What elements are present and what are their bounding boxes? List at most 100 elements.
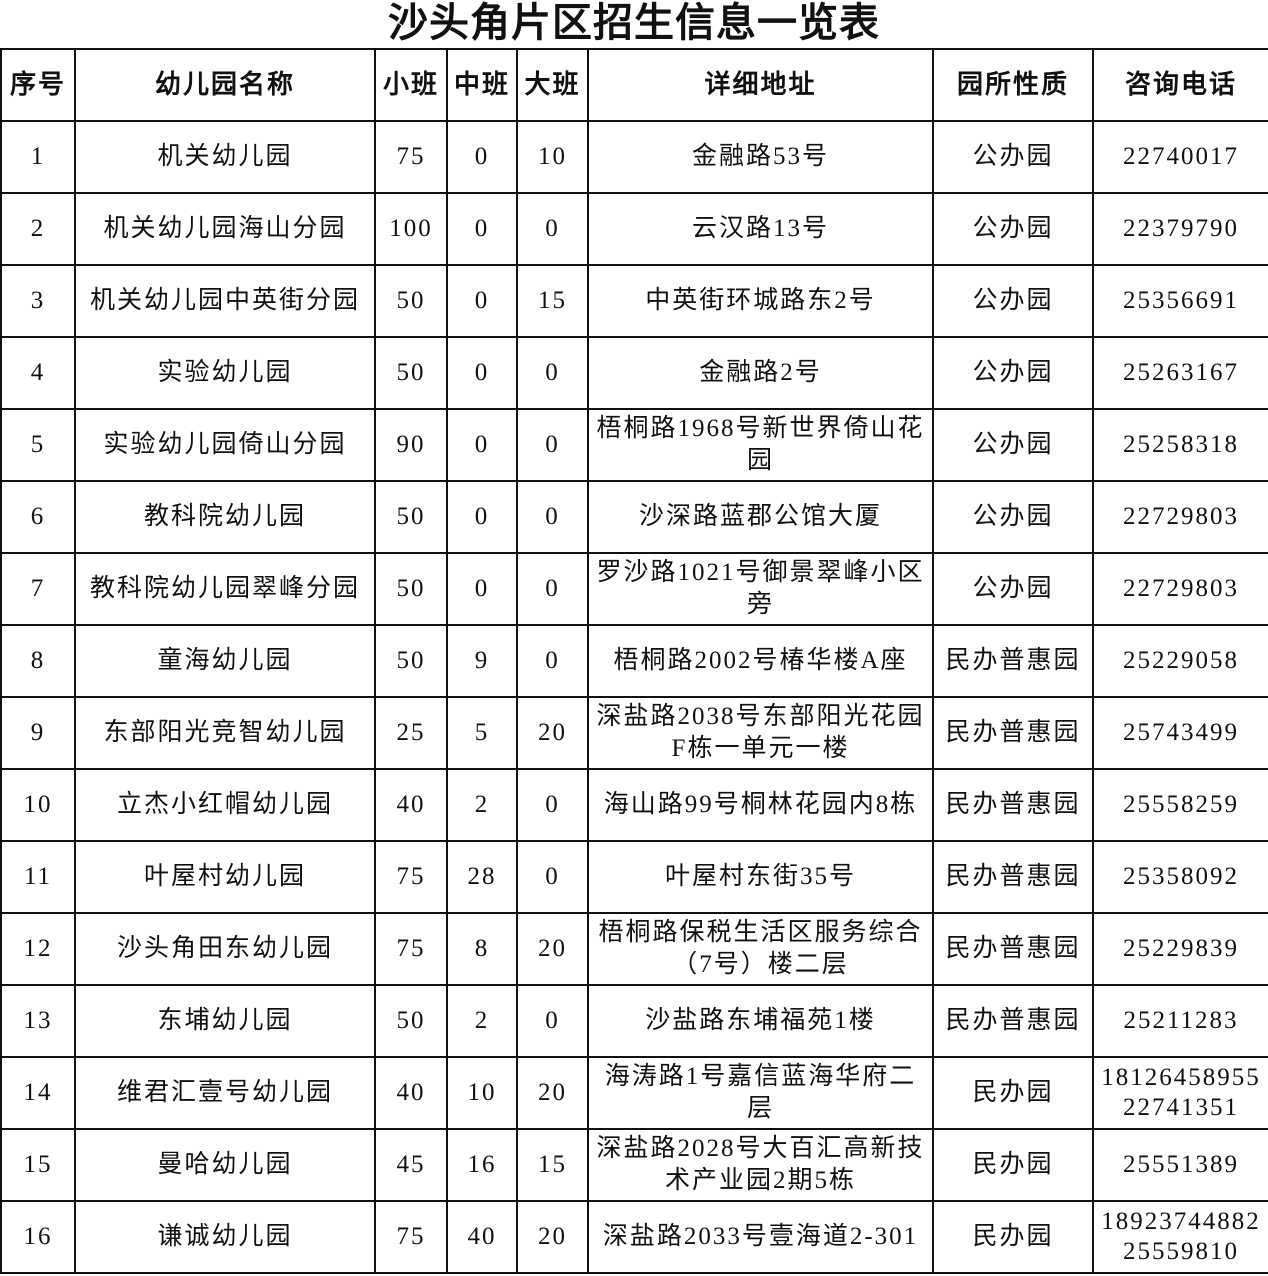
cell-middle: 2 (446, 984, 518, 1058)
cell-phone: 18923744882 25559810 (1092, 1200, 1268, 1274)
cell-name: 东部阳光竞智幼儿园 (74, 696, 376, 770)
phone-number: 25229058 (1123, 647, 1239, 674)
cell-type: 民办普惠园 (932, 984, 1094, 1058)
table-row: 13 东埔幼儿园 50 2 0 沙盐路东埔福苑1楼 民办普惠园 25211283 (0, 984, 1268, 1058)
cell-type: 民办园 (932, 1128, 1094, 1202)
table-row: 16 谦诚幼儿园 75 40 20 深盐路2033号壹海道2-301 民办园 18923744… (0, 1200, 1268, 1274)
cell-type: 民办园 (932, 1200, 1094, 1274)
cell-small: 75 (374, 840, 448, 914)
table-row: 5 实验幼儿园倚山分园 90 0 0 梧桐路1968号新世界倚山花园 公办园 25258318 (0, 408, 1268, 482)
table-row: 4 实验幼儿园 50 0 0 金融路2号 公办园 25263167 (0, 336, 1268, 410)
cell-middle: 28 (446, 840, 518, 914)
phone-number: 25551389 (1123, 1151, 1239, 1178)
phone-number: 18923744882 (1101, 1208, 1261, 1235)
cell-type: 民办普惠园 (932, 624, 1094, 698)
cell-phone: 25258318 (1092, 408, 1268, 482)
cell-no: 13 (0, 984, 76, 1058)
cell-address: 海山路99号桐林花园内8栋 (587, 768, 934, 842)
header-row: 序号 幼儿园名称 小班 中班 大班 详细地址 园所性质 咨询电话 (0, 48, 1268, 122)
cell-large: 0 (516, 768, 589, 842)
column-header-middle: 中班 (446, 48, 518, 122)
cell-large: 0 (516, 984, 589, 1058)
phone-number: 18126458955 (1101, 1064, 1261, 1091)
cell-address: 深盐路2033号壹海道2-301 (587, 1200, 934, 1274)
table-row: 11 叶屋村幼儿园 75 28 0 叶屋村东街35号 民办普惠园 25358092 (0, 840, 1268, 914)
column-header-phone: 咨询电话 (1092, 48, 1268, 122)
cell-address: 云汉路13号 (587, 192, 934, 266)
cell-middle: 0 (446, 192, 518, 266)
cell-small: 75 (374, 120, 448, 194)
table-row: 9 东部阳光竞智幼儿园 25 5 20 深盐路2038号东部阳光花园F栋一单元一楼 民办普惠… (0, 696, 1268, 770)
cell-no: 4 (0, 336, 76, 410)
cell-small: 40 (374, 768, 448, 842)
phone-number: 22741351 (1123, 1094, 1239, 1121)
cell-phone: 22729803 (1092, 480, 1268, 554)
cell-small: 40 (374, 1056, 448, 1130)
table-row: 6 教科院幼儿园 50 0 0 沙深路蓝郡公馆大厦 公办园 22729803 (0, 480, 1268, 554)
phone-number: 25559810 (1123, 1238, 1239, 1265)
cell-name: 谦诚幼儿园 (74, 1200, 376, 1274)
cell-phone: 25358092 (1092, 840, 1268, 914)
cell-address: 罗沙路1021号御景翠峰小区旁 (587, 552, 934, 626)
cell-small: 75 (374, 1200, 448, 1274)
phone-number: 25743499 (1123, 719, 1239, 746)
table-row: 12 沙头角田东幼儿园 75 8 20 梧桐路保税生活区服务综合（7号）楼二层 民办普惠园 2… (0, 912, 1268, 986)
cell-type: 公办园 (932, 336, 1094, 410)
cell-middle: 0 (446, 336, 518, 410)
column-header-address: 详细地址 (587, 48, 934, 122)
cell-type: 公办园 (932, 192, 1094, 266)
cell-phone: 22379790 (1092, 192, 1268, 266)
cell-small: 25 (374, 696, 448, 770)
table-row: 8 童海幼儿园 50 9 0 梧桐路2002号椿华楼A座 民办普惠园 25229058 (0, 624, 1268, 698)
cell-no: 16 (0, 1200, 76, 1274)
page-title: 沙头角片区招生信息一览表 (388, 0, 880, 45)
cell-name: 机关幼儿园海山分园 (74, 192, 376, 266)
phone-number: 22729803 (1123, 503, 1239, 530)
phone-number: 22729803 (1123, 575, 1239, 602)
cell-phone: 25558259 (1092, 768, 1268, 842)
cell-no: 11 (0, 840, 76, 914)
cell-middle: 0 (446, 120, 518, 194)
cell-name: 沙头角田东幼儿园 (74, 912, 376, 986)
cell-phone: 22729803 (1092, 552, 1268, 626)
cell-large: 15 (516, 264, 589, 338)
cell-address: 叶屋村东街35号 (587, 840, 934, 914)
cell-type: 公办园 (932, 408, 1094, 482)
cell-small: 90 (374, 408, 448, 482)
cell-type: 民办普惠园 (932, 912, 1094, 986)
cell-middle: 10 (446, 1056, 518, 1130)
cell-address: 沙盐路东埔福苑1楼 (587, 984, 934, 1058)
cell-no: 9 (0, 696, 76, 770)
cell-address: 梧桐路1968号新世界倚山花园 (587, 408, 934, 482)
cell-type: 公办园 (932, 552, 1094, 626)
cell-large: 0 (516, 480, 589, 554)
cell-address: 深盐路2038号东部阳光花园F栋一单元一楼 (587, 696, 934, 770)
cell-phone: 25229839 (1092, 912, 1268, 986)
cell-large: 0 (516, 192, 589, 266)
cell-middle: 0 (446, 264, 518, 338)
cell-small: 50 (374, 624, 448, 698)
cell-middle: 9 (446, 624, 518, 698)
table-row: 1 机关幼儿园 75 0 10 金融路53号 公办园 22740017 (0, 120, 1268, 194)
cell-type: 民办普惠园 (932, 768, 1094, 842)
cell-type: 公办园 (932, 120, 1094, 194)
cell-name: 维君汇壹号幼儿园 (74, 1056, 376, 1130)
phone-number: 25558259 (1123, 791, 1239, 818)
cell-small: 100 (374, 192, 448, 266)
cell-large: 0 (516, 408, 589, 482)
cell-small: 75 (374, 912, 448, 986)
cell-middle: 0 (446, 552, 518, 626)
cell-large: 15 (516, 1128, 589, 1202)
cell-small: 50 (374, 480, 448, 554)
cell-address: 金融路2号 (587, 336, 934, 410)
cell-small: 45 (374, 1128, 448, 1202)
cell-large: 10 (516, 120, 589, 194)
cell-name: 机关幼儿园中英街分园 (74, 264, 376, 338)
cell-type: 民办园 (932, 1056, 1094, 1130)
cell-no: 10 (0, 768, 76, 842)
table-row: 3 机关幼儿园中英街分园 50 0 15 中英街环城路东2号 公办园 25356691 (0, 264, 1268, 338)
cell-no: 7 (0, 552, 76, 626)
cell-large: 0 (516, 624, 589, 698)
cell-no: 5 (0, 408, 76, 482)
table-row: 10 立杰小红帽幼儿园 40 2 0 海山路99号桐林花园内8栋 民办普惠园 25558259 (0, 768, 1268, 842)
